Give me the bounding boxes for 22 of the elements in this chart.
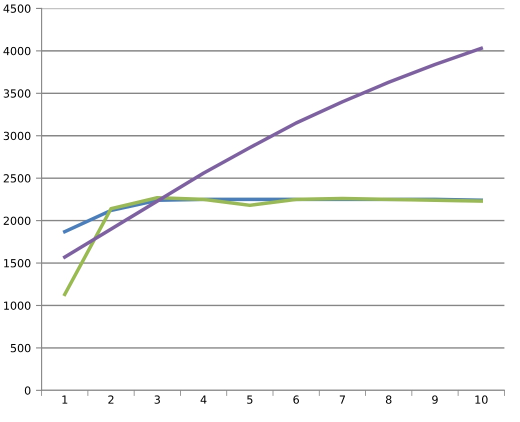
y-tick-label: 0 (24, 386, 30, 395)
y-tick-label: 1000 (4, 301, 30, 310)
x-tick-label: 1 (62, 396, 68, 404)
y-tick-label: 4000 (3, 46, 30, 56)
x-tick-label: 2 (108, 395, 114, 404)
x-tick-label: 7 (340, 396, 346, 404)
y-tick-label: 2000 (4, 216, 30, 225)
x-tick-label: 8 (386, 395, 392, 404)
y-tick-label: 1500 (4, 259, 30, 268)
y-tick-label: 2500 (4, 174, 30, 183)
line-series (63, 196, 483, 296)
y-tick-label: 500 (10, 344, 30, 352)
x-tick-label: 3 (154, 395, 160, 404)
x-tick-label: 10 (475, 395, 488, 404)
x-tick-label: 6 (293, 395, 299, 404)
x-tick-label: 9 (432, 395, 438, 404)
y-tick-label: 3000 (4, 132, 30, 140)
line-series (63, 46, 483, 259)
y-tick-label: 3500 (4, 89, 30, 98)
x-tick-label: 4 (200, 396, 206, 404)
y-tick-label: 4500 (3, 4, 30, 13)
x-tick-label: 5 (247, 396, 252, 404)
